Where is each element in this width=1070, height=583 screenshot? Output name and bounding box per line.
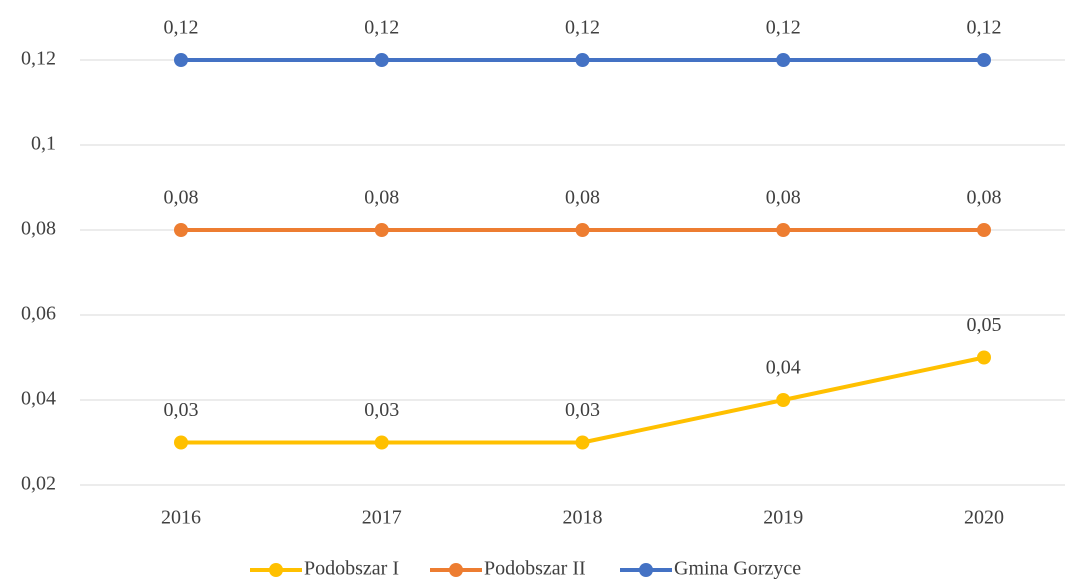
point — [374, 53, 389, 67]
point — [174, 435, 188, 450]
data-label: 0,03 — [164, 399, 199, 421]
point — [575, 435, 590, 450]
point — [977, 223, 991, 237]
y-tick-label: 0,08 — [21, 218, 56, 240]
data-label: 0,03 — [565, 399, 600, 421]
point — [776, 393, 791, 407]
point — [575, 53, 590, 67]
point — [776, 53, 791, 67]
legend-marker — [639, 563, 653, 577]
data-label: 0,08 — [164, 187, 199, 209]
data-label: 0,12 — [565, 17, 600, 39]
y-tick-label: 0,06 — [21, 303, 56, 325]
data-label: 0,12 — [967, 17, 1002, 39]
x-tick-label: 2019 — [763, 507, 803, 529]
legend-label: Gmina Gorzyce — [674, 558, 801, 580]
data-label: 0,08 — [364, 187, 399, 209]
data-label: 0,12 — [364, 17, 399, 39]
y-tick-label: 0,02 — [21, 473, 56, 495]
x-tick-label: 2017 — [362, 507, 402, 529]
point — [174, 53, 188, 67]
data-label: 0,05 — [967, 314, 1002, 336]
y-tick-label: 0,12 — [21, 48, 56, 70]
point — [977, 350, 991, 365]
point — [374, 223, 389, 237]
x-tick-label: 2016 — [161, 507, 201, 529]
legend-marker — [269, 563, 283, 577]
data-label: 0,08 — [967, 187, 1002, 209]
point — [575, 223, 590, 237]
point — [174, 223, 188, 237]
point — [977, 53, 991, 67]
point — [776, 223, 791, 237]
data-label: 0,03 — [364, 399, 399, 421]
data-label: 0,08 — [766, 187, 801, 209]
x-tick-label: 2018 — [563, 507, 603, 529]
x-tick-label: 2020 — [964, 507, 1004, 529]
data-label: 0,08 — [565, 187, 600, 209]
legend-label: Podobszar II — [484, 558, 586, 580]
legend-label: Podobszar I — [304, 558, 399, 580]
legend-marker — [449, 563, 463, 577]
y-tick-label: 0,1 — [31, 133, 56, 155]
data-label: 0,12 — [164, 17, 199, 39]
point — [374, 435, 389, 450]
y-tick-label: 0,04 — [21, 388, 56, 410]
data-label: 0,04 — [766, 357, 801, 379]
data-label: 0,12 — [766, 17, 801, 39]
